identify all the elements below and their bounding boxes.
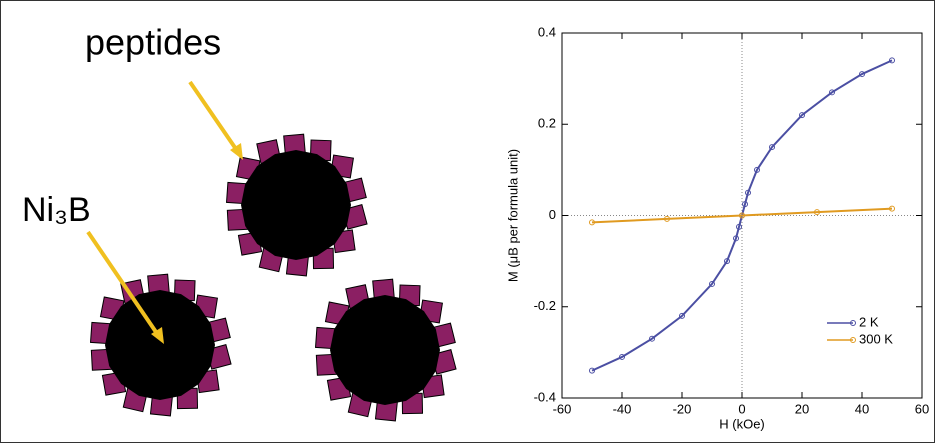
x-tick-label: 20 <box>795 401 809 416</box>
arrow-head <box>151 327 164 344</box>
data-point <box>769 144 775 151</box>
data-point <box>664 215 670 222</box>
ni3b-label: Ni₃B <box>22 191 91 229</box>
y-tick-label: -0.2 <box>534 298 556 313</box>
data-point <box>814 209 820 216</box>
series-line <box>591 207 893 224</box>
diagram <box>89 133 457 422</box>
data-point <box>889 57 895 64</box>
data-point <box>745 189 751 196</box>
legend-label: 2 K <box>859 314 879 329</box>
arrow <box>86 230 160 337</box>
legend-marker <box>850 320 856 326</box>
legend-marker <box>850 337 856 343</box>
data-point <box>799 112 805 119</box>
x-tick-label: 40 <box>855 401 869 416</box>
y-axis-label: M (μB per formula unit) <box>505 149 520 282</box>
arrow <box>188 80 240 154</box>
data-point <box>739 212 745 219</box>
y-tick-label: -0.4 <box>534 389 556 404</box>
y-tick-label: 0 <box>549 207 556 222</box>
data-point <box>736 223 742 230</box>
y-tick-label: 0.4 <box>538 24 556 39</box>
data-point <box>859 71 865 78</box>
data-point <box>679 312 685 319</box>
x-tick-label: 0 <box>738 401 745 416</box>
x-tick-label: -40 <box>613 401 632 416</box>
x-axis-label: H (kOe) <box>719 416 765 431</box>
ni3b-core <box>330 295 440 405</box>
data-point <box>724 258 730 265</box>
data-point <box>589 367 595 374</box>
data-point <box>589 219 595 226</box>
data-point <box>742 201 748 208</box>
data-point <box>649 335 655 342</box>
data-point <box>754 166 760 173</box>
data-point <box>889 205 895 212</box>
data-point <box>733 235 739 242</box>
y-tick-label: 0.2 <box>538 116 556 131</box>
data-point <box>829 89 835 96</box>
legend-label: 300 K <box>859 331 893 346</box>
ni3b-core <box>241 150 351 260</box>
data-point <box>709 280 715 287</box>
x-tick-label: -60 <box>553 401 572 416</box>
x-tick-label: -20 <box>673 401 692 416</box>
x-tick-label: 60 <box>915 401 929 416</box>
ni3b-core <box>105 290 215 400</box>
chart: -60 -40 -20 0 20 40 60 -0.4 -0.2 0 0.2 0.4 H (kOe) M … <box>505 24 929 431</box>
arrow-head <box>230 143 243 160</box>
data-point <box>619 353 625 360</box>
peptides-label: peptides <box>85 22 221 63</box>
